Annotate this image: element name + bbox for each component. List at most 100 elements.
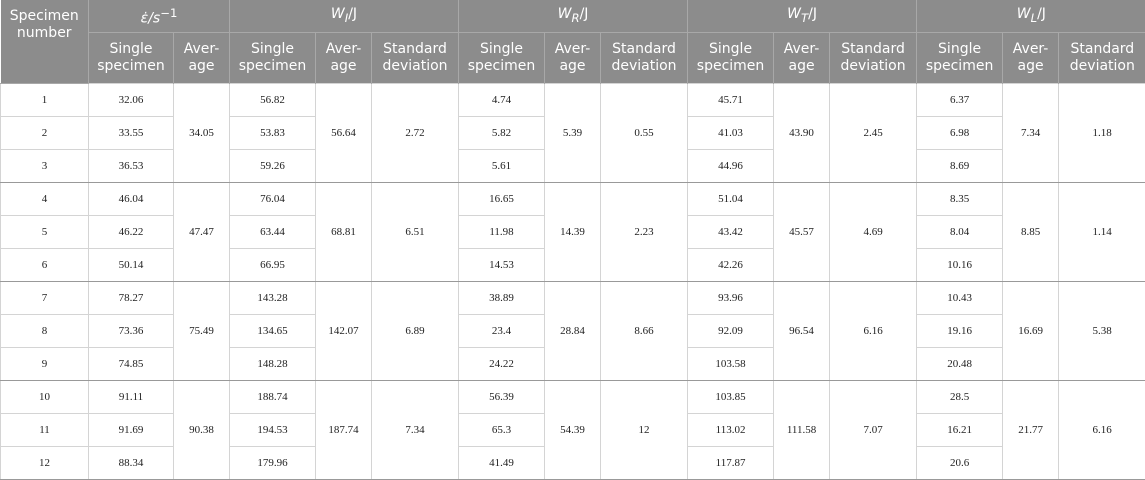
single-value: 14.53 [459,249,545,282]
sub-header: Standard deviation [830,33,917,84]
sub-header: Single specimen [89,33,174,84]
symbol: W [558,6,572,22]
single-value: 41.03 [688,117,774,150]
specimen-header: Specimen number [1,0,89,84]
standard-deviation: 2.23 [601,183,688,282]
quantity-header: WI/J [230,0,459,33]
sub-header: Single specimen [688,33,774,84]
average-value: 142.07 [316,282,372,381]
single-value: 44.96 [688,150,774,183]
single-value: 50.14 [89,249,174,282]
unit: /J [808,6,817,22]
single-value: 65.3 [459,414,545,447]
single-value: 194.53 [230,414,316,447]
single-value: 73.36 [89,315,174,348]
single-value: 56.39 [459,381,545,414]
average-value: 16.69 [1003,282,1059,381]
standard-deviation: 6.16 [1059,381,1145,480]
unit: /J [348,6,357,22]
specimen-number: 11 [1,414,89,447]
average-value: 45.57 [774,183,830,282]
standard-deviation: 1.14 [1059,183,1145,282]
sub-header: Aver-age [545,33,601,84]
average-value: 96.54 [774,282,830,381]
standard-deviation: 8.66 [601,282,688,381]
average-value: 111.58 [774,381,830,480]
single-value: 103.58 [688,348,774,381]
single-value: 46.04 [89,183,174,216]
single-value: 23.4 [459,315,545,348]
single-value: 45.71 [688,84,774,117]
average-value: 5.39 [545,84,601,183]
standard-deviation: 5.38 [1059,282,1145,381]
quantity-header: WL/J [917,0,1145,33]
standard-deviation: 7.34 [372,381,459,480]
single-value: 78.27 [89,282,174,315]
quantity-header: WT/J [688,0,917,33]
single-value: 10.43 [917,282,1003,315]
standard-deviation: 2.72 [372,84,459,183]
single-value: 16.21 [917,414,1003,447]
single-value: 4.74 [459,84,545,117]
quantity-header: WR/J [459,0,688,33]
single-value: 134.65 [230,315,316,348]
symbol: W [1017,6,1031,22]
specimen-number: 6 [1,249,89,282]
symbol: W [331,6,345,22]
single-value: 16.65 [459,183,545,216]
average-value: 75.49 [174,282,230,381]
single-value: 53.83 [230,117,316,150]
single-value: 66.95 [230,249,316,282]
unit: /s [148,10,160,26]
single-value: 8.69 [917,150,1003,183]
single-value: 117.87 [688,447,774,480]
specimen-number: 8 [1,315,89,348]
average-value: 68.81 [316,183,372,282]
specimen-number: 7 [1,282,89,315]
sub-header: Standard deviation [601,33,688,84]
single-value: 28.5 [917,381,1003,414]
single-value: 56.82 [230,84,316,117]
single-value: 113.02 [688,414,774,447]
sub-header: Single specimen [917,33,1003,84]
single-value: 32.06 [89,84,174,117]
symbol: W [787,6,801,22]
single-value: 179.96 [230,447,316,480]
single-value: 6.37 [917,84,1003,117]
average-value: 43.90 [774,84,830,183]
specimen-number: 3 [1,150,89,183]
unit: /J [1037,6,1046,22]
average-value: 21.77 [1003,381,1059,480]
standard-deviation: 0.55 [601,84,688,183]
single-value: 91.69 [89,414,174,447]
specimen-number: 4 [1,183,89,216]
average-value: 8.85 [1003,183,1059,282]
specimen-number: 9 [1,348,89,381]
unit: /J [580,6,589,22]
sub-header: Standard deviation [372,33,459,84]
specimen-number: 12 [1,447,89,480]
sub-header: Aver-age [774,33,830,84]
specimen-number: 5 [1,216,89,249]
subscript: R [571,10,579,24]
single-value: 91.11 [89,381,174,414]
average-value: 14.39 [545,183,601,282]
single-value: 19.16 [917,315,1003,348]
average-value: 90.38 [174,381,230,480]
superscript: −1 [160,6,177,20]
average-value: 7.34 [1003,84,1059,183]
standard-deviation: 6.89 [372,282,459,381]
average-value: 54.39 [545,381,601,480]
single-value: 93.96 [688,282,774,315]
single-value: 74.85 [89,348,174,381]
standard-deviation: 12 [601,381,688,480]
sub-header: Aver-age [1003,33,1059,84]
